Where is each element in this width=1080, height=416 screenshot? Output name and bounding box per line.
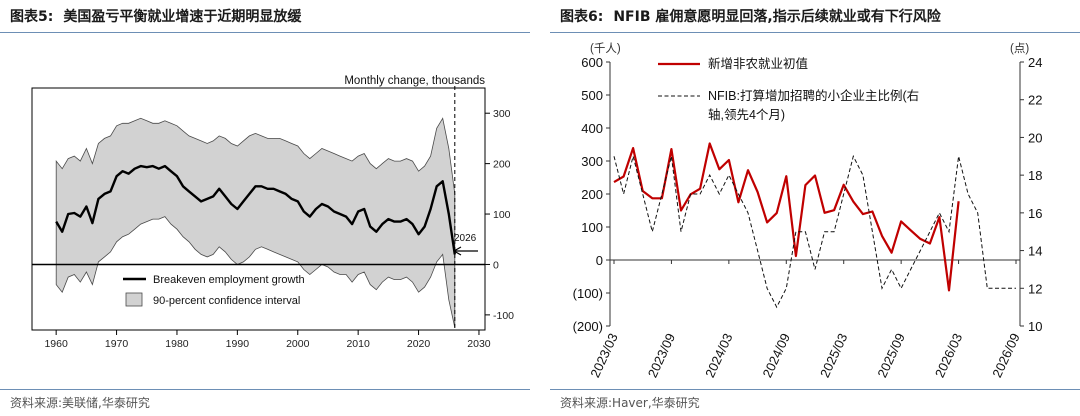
- nonfarm-payrolls-line: [613, 142, 960, 292]
- y-tick-label: -100: [493, 310, 514, 322]
- left-tick-label: (200): [573, 319, 603, 334]
- x-tick-label: 2025/09: [874, 331, 907, 380]
- right-unit-label: (点): [1010, 42, 1029, 55]
- right-tick-label: 20: [1028, 130, 1042, 145]
- left-source: 资料来源:美联储,华泰研究: [10, 396, 150, 410]
- breakeven-series-line: [55, 164, 456, 255]
- right-figure-number: 图表6:: [560, 9, 604, 25]
- left-figure-title: 图表5: 美国盈亏平衡就业增速于近期明显放缓: [10, 6, 301, 26]
- x-tick-label: 2024/03: [702, 331, 735, 380]
- y-tick-label: 200: [493, 159, 511, 171]
- right-source-rule: [550, 389, 1080, 390]
- y-tick-label: 300: [493, 108, 511, 120]
- right-tick-label: 12: [1028, 281, 1042, 296]
- left-figure-number: 图表5:: [10, 9, 54, 25]
- left-source-rule: [0, 389, 530, 390]
- plot-frame: [31, 87, 486, 331]
- left-figure-panel: 图表5: 美国盈亏平衡就业增速于近期明显放缓 1960 1970 1980 1990 20…: [0, 0, 530, 416]
- legend-dashed-label-line1: NFIB:打算增加招聘的小企业主比例(右: [708, 88, 919, 103]
- left-tick-label: 100: [581, 220, 603, 235]
- legend-red-label: 新增非农就业初值: [708, 56, 808, 71]
- x-tick-label: 1990: [226, 338, 250, 350]
- marker-arrow-head: [453, 246, 462, 256]
- right-figure-panel: 图表6: NFIB 雇佣意愿明显回落,指示后续就业或有下行风险 (200) (100…: [550, 0, 1080, 416]
- right-tick-label: 16: [1028, 206, 1042, 221]
- left-title-rule: [0, 32, 530, 33]
- x-tick-label: 2000: [286, 338, 310, 350]
- x-tick-label: 2023/09: [645, 331, 678, 380]
- right-tick-label: 22: [1028, 93, 1042, 108]
- left-chart: 1960 1970 1980 1990 2000 2010 2020 2030 -100 0 100…: [31, 75, 514, 350]
- right-tick-label: 24: [1028, 55, 1042, 70]
- x-tick-label: 2025/03: [817, 331, 850, 380]
- right-chart: (200) (100) 0 100 200 300 400 500 600 10 12 14 16 18 2…: [573, 42, 1043, 380]
- y-tick-label: 0: [493, 259, 499, 271]
- right-tick-label: 18: [1028, 168, 1042, 183]
- legend-band-swatch: [125, 292, 143, 307]
- legend-band-label: 90-percent confidence interval: [153, 295, 300, 307]
- left-tick-label: 400: [581, 121, 603, 136]
- x-tick-label: 1970: [105, 338, 129, 350]
- right-tick-label: 14: [1028, 244, 1042, 259]
- legend-line-label: Breakeven employment growth: [153, 274, 305, 286]
- legend-dashed-label-line2: 轴,领先4个月): [708, 107, 785, 122]
- left-tick-label: 200: [581, 187, 603, 202]
- x-tick-label: 1980: [165, 338, 189, 350]
- left-tick-label: 0: [596, 253, 603, 268]
- right-figure-title: 图表6: NFIB 雇佣意愿明显回落,指示后续就业或有下行风险: [560, 6, 941, 26]
- x-tick-label: 2030: [467, 338, 491, 350]
- nfib-hiring-plans-line: [613, 154, 1016, 309]
- units-label: Monthly change, thousands: [344, 75, 485, 87]
- marker-2026-label: 2026: [454, 233, 477, 244]
- x-tick-label: 2010: [346, 338, 370, 350]
- x-tick-label: 2020: [407, 338, 431, 350]
- left-tick-label: 500: [581, 88, 603, 103]
- right-title-rule: [550, 32, 1080, 33]
- y-tick-label: 100: [493, 209, 511, 221]
- x-tick-label: 2026/03: [932, 331, 965, 380]
- x-tick-label: 2024/09: [760, 331, 793, 380]
- x-tick-label: 2023/03: [587, 331, 620, 380]
- right-source: 资料来源:Haver,华泰研究: [560, 396, 700, 410]
- x-tick-label: 2026/09: [989, 331, 1022, 380]
- x-tick-label: 1960: [44, 338, 68, 350]
- right-tick-label: 10: [1028, 319, 1042, 334]
- left-tick-label: 600: [581, 55, 603, 70]
- left-figure-title-text: 美国盈亏平衡就业增速于近期明显放缓: [63, 9, 302, 25]
- left-tick-label: 300: [581, 154, 603, 169]
- left-tick-label: (100): [573, 286, 603, 301]
- right-figure-title-text: NFIB 雇佣意愿明显回落,指示后续就业或有下行风险: [613, 9, 941, 25]
- left-unit-label: (千人): [590, 42, 621, 55]
